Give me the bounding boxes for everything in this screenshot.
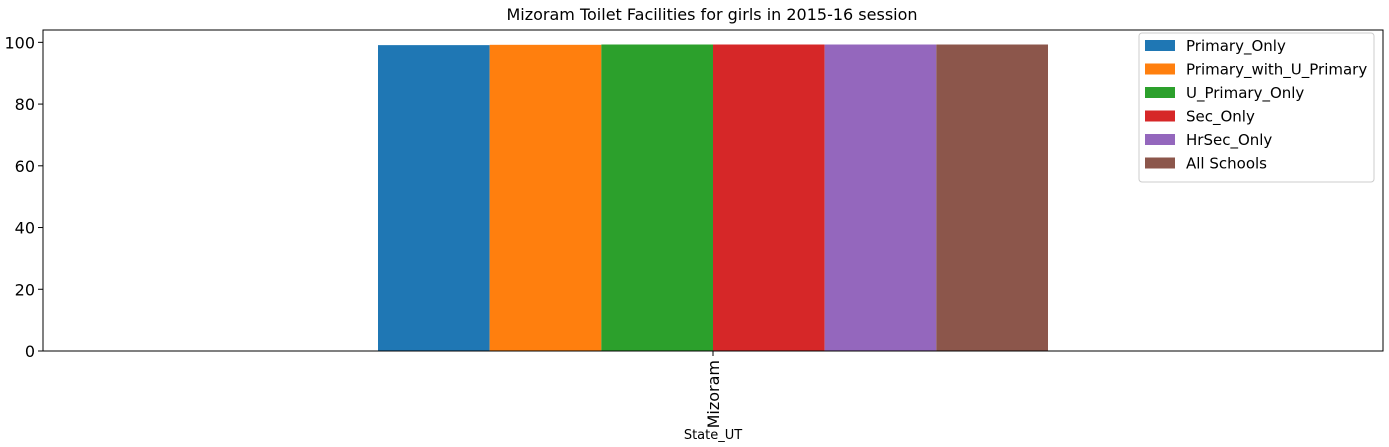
bar-sec-only (713, 44, 825, 352)
legend-label: HrSec_Only (1186, 131, 1272, 150)
y-tick-label: 20 (15, 280, 35, 299)
bar-primary-with-u-primary (489, 44, 602, 352)
legend-swatch (1145, 87, 1175, 98)
x-axis-label: State_UT (684, 428, 742, 443)
legend: Primary_Only Primary_with_U_Primary U_Prim… (1138, 32, 1375, 183)
legend-label: Primary_with_U_Primary (1186, 61, 1367, 80)
y-tick-label: 60 (15, 157, 35, 176)
plot-frame (42, 29, 1384, 352)
legend-swatch (1145, 134, 1175, 145)
y-tick-label: 80 (15, 95, 35, 114)
legend-label: All Schools (1186, 155, 1267, 173)
legend-swatch (1145, 40, 1175, 51)
bar-all-schools (936, 44, 1048, 352)
legend-swatch (1145, 63, 1175, 75)
legend-swatch (1145, 110, 1175, 122)
legend-label: U_Primary_Only (1186, 84, 1304, 103)
bar-primary-only (378, 45, 490, 352)
y-axis: 0 20 40 60 80 100 (4, 33, 43, 361)
legend-swatch (1145, 157, 1175, 169)
chart-title: Mizoram Toilet Facilities for girls in 2… (506, 5, 917, 24)
bars-group (378, 44, 1048, 352)
y-tick-label: 100 (4, 33, 35, 52)
y-tick-label: 0 (25, 342, 35, 361)
bar-u-primary-only (601, 44, 713, 352)
legend-box (1138, 32, 1375, 183)
y-tick-label: 40 (15, 219, 35, 238)
legend-label: Sec_Only (1186, 108, 1255, 127)
bar-hrsec-only (824, 44, 937, 352)
legend-label: Primary_Only (1186, 37, 1286, 56)
x-tick-label: Mizoram (704, 360, 723, 428)
x-axis: Mizoram (704, 351, 723, 428)
